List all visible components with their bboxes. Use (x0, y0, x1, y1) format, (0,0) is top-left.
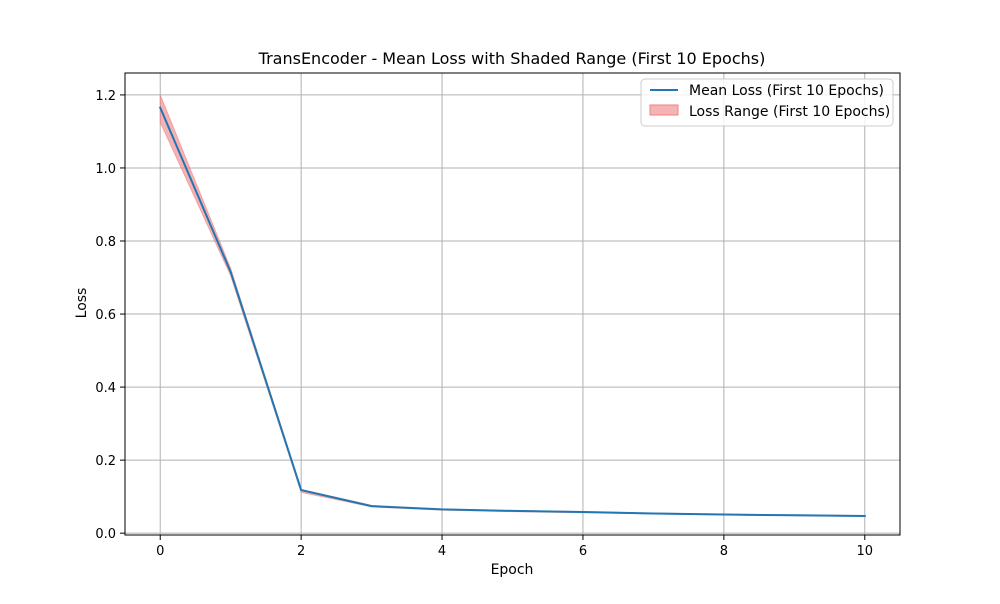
axes-frame (124, 72, 901, 536)
y-tick-label: 0.2 (95, 454, 116, 469)
mean-loss-line (158, 106, 866, 518)
x-tick-label: 8 (720, 544, 728, 559)
axis-ticks: 0 2 4 6 8 10 0.0 0.2 0.4 0.6 0.8 1.0 1.2 (95, 89, 873, 559)
legend: Mean Loss (First 10 Epochs) Loss Range (… (640, 78, 894, 127)
x-tick-label: 6 (579, 544, 587, 559)
y-tick-label: 1.0 (95, 162, 116, 177)
legend-frame (640, 78, 894, 127)
legend-swatch-loss-range (649, 104, 679, 116)
x-axis-label: Epoch (491, 562, 534, 578)
mean-loss-series (158, 106, 866, 518)
y-tick-label: 0.0 (95, 527, 116, 542)
legend-label-loss-range: Loss Range (First 10 Epochs) (689, 104, 890, 120)
y-tick-label: 1.2 (95, 89, 116, 104)
x-tick-label: 0 (156, 544, 164, 559)
y-axis-label: Loss (74, 288, 90, 319)
y-tick-label: 0.8 (95, 235, 116, 250)
y-tick-label: 0.4 (95, 381, 116, 396)
plot-frame (124, 72, 901, 536)
y-tick-label: 0.6 (95, 308, 116, 323)
x-tick-label: 10 (856, 544, 873, 559)
x-tick-label: 2 (297, 544, 305, 559)
chart-title: TransEncoder - Mean Loss with Shaded Ran… (258, 49, 766, 68)
legend-label-mean-loss: Mean Loss (First 10 Epochs) (689, 83, 884, 99)
loss-range-band (159, 94, 866, 517)
loss-range-area (159, 94, 866, 517)
x-tick-label: 4 (438, 544, 446, 559)
